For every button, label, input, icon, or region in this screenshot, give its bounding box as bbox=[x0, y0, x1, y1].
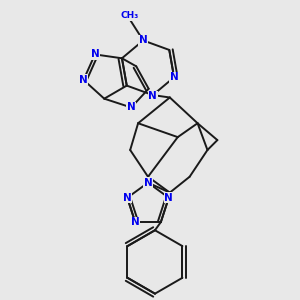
Text: N: N bbox=[139, 35, 148, 45]
Text: N: N bbox=[127, 103, 136, 112]
Text: N: N bbox=[148, 91, 157, 101]
Text: N: N bbox=[170, 72, 178, 82]
Text: N: N bbox=[144, 178, 152, 188]
Text: CH₃: CH₃ bbox=[120, 11, 139, 20]
Text: N: N bbox=[164, 193, 173, 203]
Text: N: N bbox=[131, 217, 140, 227]
Text: N: N bbox=[79, 75, 88, 85]
Text: N: N bbox=[91, 50, 99, 59]
Text: N: N bbox=[123, 193, 132, 203]
